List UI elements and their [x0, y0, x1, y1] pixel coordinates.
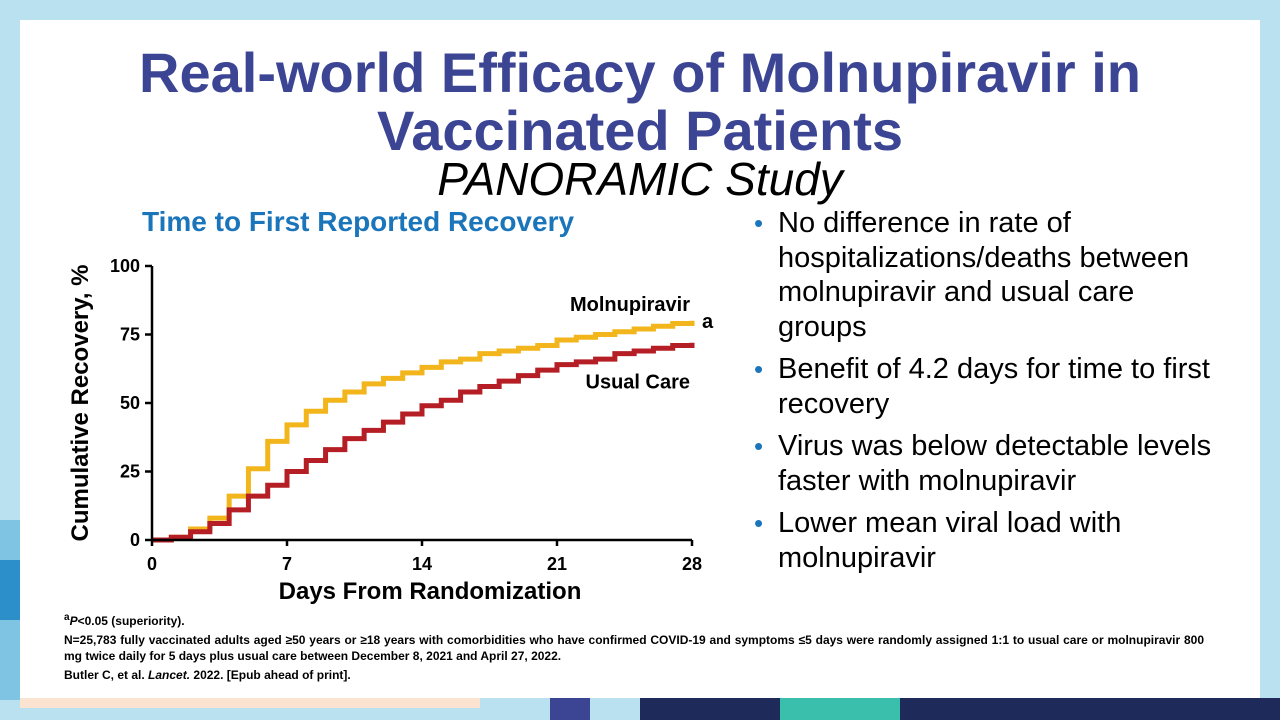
bullet-text: Virus was below detectable levels faster… — [778, 430, 1212, 497]
x-axis-label: Days From Randomization — [279, 578, 582, 605]
background-block-bottom — [550, 698, 590, 720]
footnote-citation: Butler C, et al. Lancet. 2022. [Epub ahe… — [64, 668, 351, 682]
recovery-chart: 0 25 50 75 100 0 7 14 21 28 Cumulative Recovery, … — [67, 256, 714, 605]
bullet-dot-icon: • — [754, 508, 764, 538]
bullet-text: Lower mean viral load with molnupiravir — [778, 507, 1122, 574]
y-tick-label: 50 — [120, 393, 140, 413]
background-block-bottom-5 — [20, 698, 480, 708]
y-axis-label: Cumulative Recovery, % — [67, 265, 94, 542]
x-tick-label: 14 — [412, 554, 432, 574]
bullet-dot-icon: • — [754, 431, 764, 461]
slide-subtitle: PANORAMIC Study — [437, 153, 843, 205]
bullet-item: • Benefit of 4.2 days for time to first r… — [754, 352, 1224, 421]
bullet-text: No difference in rate of hospitalization… — [778, 207, 1190, 343]
bullet-item: • Virus was below detectable levels faste… — [754, 429, 1224, 498]
footnote-methods: N=25,783 fully vaccinated adults aged ≥5… — [64, 633, 1204, 663]
x-tick-label: 0 — [147, 554, 157, 574]
y-tick-label: 75 — [120, 325, 140, 345]
slide-title: Real-world Efficacy of Molnupiravir in V… — [139, 41, 1141, 162]
slide: Real-world Efficacy of Molnupiravir in V… — [20, 20, 1260, 698]
x-tick-label: 28 — [682, 554, 702, 574]
background-block-bottom-2 — [640, 698, 820, 720]
chart-title: Time to First Reported Recovery — [142, 206, 575, 237]
series-label-usual-care: Usual Care — [586, 372, 691, 394]
significance-annotation: a — [702, 311, 714, 333]
series-line-usual-care — [152, 342, 695, 543]
footnote-significance: aP<0.05 (superiority). — [64, 612, 185, 628]
x-tick-label: 21 — [547, 554, 567, 574]
background-block-bottom-4 — [900, 698, 1280, 720]
footnotes: aP<0.05 (superiority). N=25,783 fully va… — [64, 610, 1204, 686]
bullet-item: • Lower mean viral load with molnupiravir — [754, 506, 1224, 575]
x-tick-label: 7 — [282, 554, 292, 574]
bullet-dot-icon: • — [754, 354, 764, 384]
series-line-molnupiravir — [152, 320, 695, 543]
key-findings-list: • No difference in rate of hospitalizatio… — [754, 206, 1224, 583]
background-block-bottom-3 — [780, 698, 900, 720]
bullet-dot-icon: • — [754, 208, 764, 238]
y-tick-label: 25 — [120, 462, 140, 482]
background-stripe-left-dark — [0, 560, 20, 620]
y-tick-label: 100 — [110, 256, 140, 276]
bullet-text: Benefit of 4.2 days for time to first re… — [778, 353, 1210, 420]
series-label-molnupiravir: Molnupiravir — [570, 294, 690, 316]
y-tick-label: 0 — [130, 530, 140, 550]
bullet-item: • No difference in rate of hospitalizatio… — [754, 206, 1224, 344]
